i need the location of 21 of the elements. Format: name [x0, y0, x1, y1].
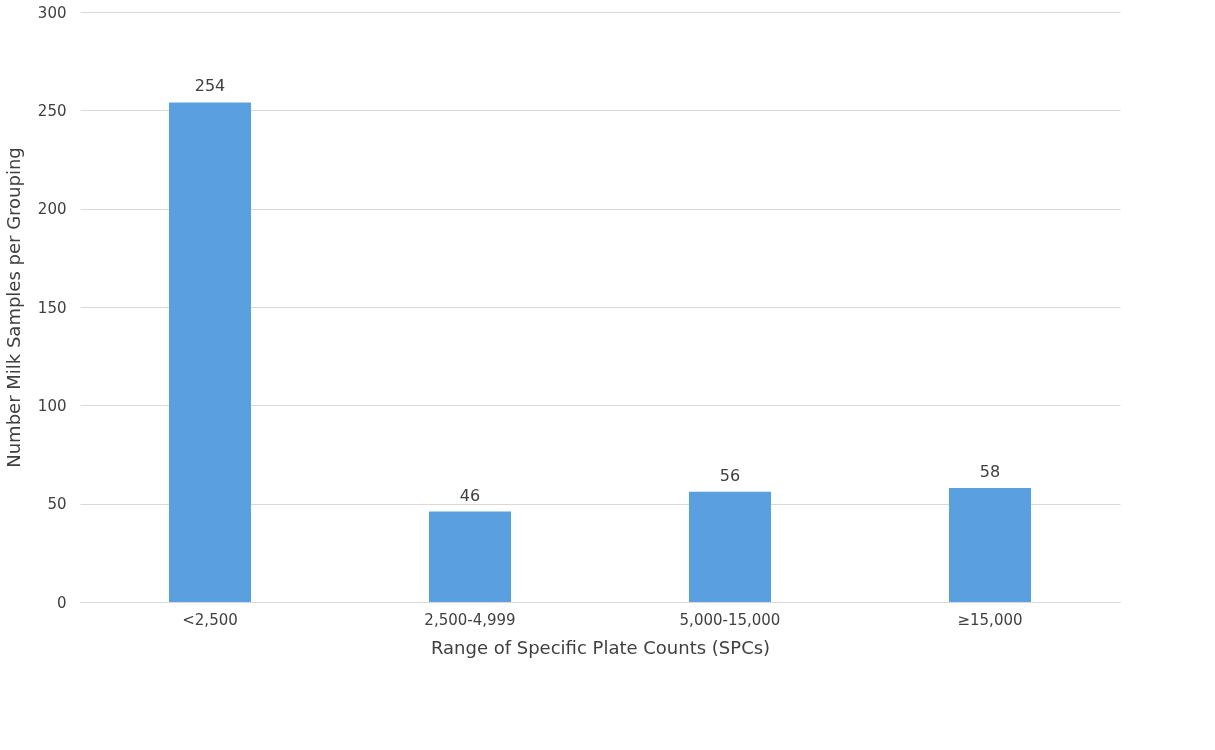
x-tick-label: ≥15,000	[957, 610, 1023, 629]
x-tick-label: 2,500-4,999	[424, 610, 516, 629]
y-tick-label: 50	[47, 495, 67, 514]
x-tick-label: <2,500	[182, 610, 238, 629]
y-tick-label: 0	[56, 593, 67, 612]
bar	[689, 491, 771, 602]
x-tick-label: 5,000-15,000	[679, 610, 781, 629]
data-label: 58	[979, 461, 1001, 481]
data-label: 56	[719, 465, 741, 485]
data-label: 254	[194, 76, 226, 96]
bar	[949, 487, 1031, 602]
y-tick-label: 100	[37, 396, 67, 415]
y-tick-label: 250	[37, 101, 67, 120]
bar	[169, 102, 251, 602]
data-label: 46	[459, 485, 481, 505]
y-tick-label: 300	[37, 3, 67, 22]
y-tick-label: 150	[37, 298, 67, 317]
x-axis-title: Range of Specific Plate Counts (SPCs)	[430, 636, 771, 658]
y-axis-title: Number Milk Samples per Grouping	[2, 147, 24, 468]
bar	[429, 511, 511, 602]
y-tick-label: 200	[37, 200, 67, 219]
